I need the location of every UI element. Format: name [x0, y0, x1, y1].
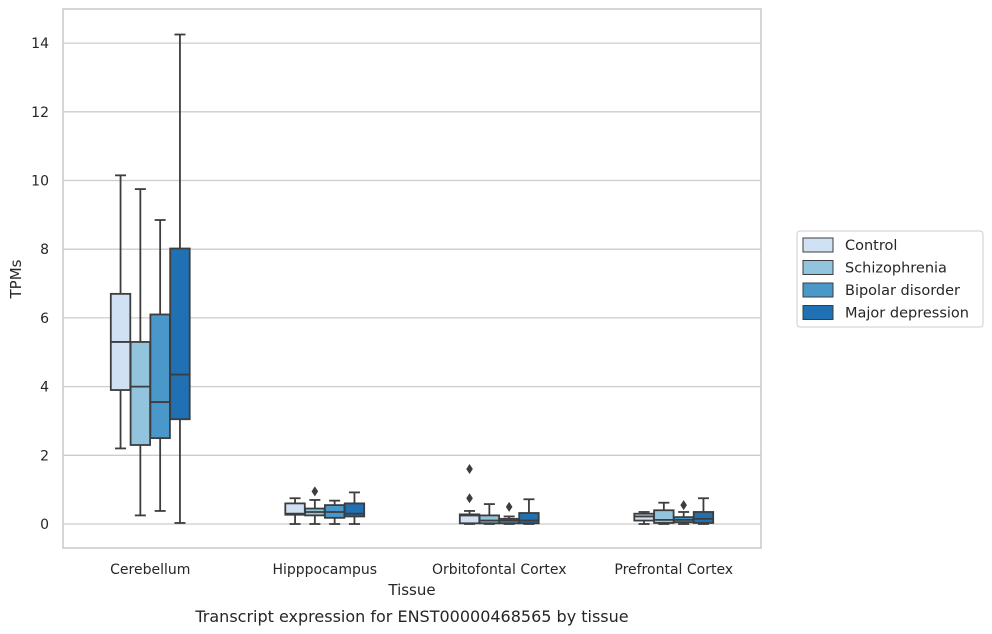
- box-1-1: [304, 486, 326, 525]
- box-0-2: [149, 219, 171, 512]
- box-iqr: [692, 511, 715, 524]
- outlier-point: [466, 493, 473, 504]
- box-2-2: [498, 501, 520, 525]
- y-axis-label: TPMs: [7, 259, 25, 299]
- box-3-2: [673, 500, 695, 525]
- box-iqr: [149, 313, 171, 440]
- box-3-0: [633, 511, 655, 525]
- box-2-1: [478, 503, 501, 525]
- legend-label: Bipolar disorder: [845, 283, 960, 299]
- plot-frame: [62, 8, 762, 549]
- box-0-3: [169, 33, 191, 524]
- x-axis-ticks: Cerebellum Hipppocampus Orbitofontal Corte…: [110, 562, 733, 578]
- y-tick-label: 10: [31, 174, 49, 190]
- outlier-point: [466, 464, 473, 475]
- legend-label: Schizophrenia: [845, 261, 947, 277]
- gridlines: [63, 42, 761, 525]
- box-0-1: [129, 188, 152, 517]
- box-iqr: [478, 514, 501, 525]
- box-1-2: [323, 499, 346, 525]
- outlier-point: [680, 500, 687, 511]
- x-tick-label: Cerebellum: [110, 562, 190, 578]
- box-2-3: [518, 498, 540, 525]
- box-3-3: [692, 497, 715, 525]
- box-iqr: [169, 247, 191, 421]
- x-tick-label: Prefrontal Cortex: [614, 562, 733, 578]
- box-1-3: [343, 491, 366, 525]
- y-tick-label: 6: [40, 311, 49, 327]
- box-0-0: [109, 174, 132, 450]
- boxes: [109, 33, 715, 525]
- y-axis-ticks: 0 2 4 6 8 10 12 14: [31, 36, 49, 533]
- legend-swatch: [802, 282, 834, 298]
- chart-caption: Transcript expression for ENST0000046856…: [194, 607, 628, 626]
- legend-swatch: [802, 260, 834, 275]
- box-3-1: [653, 501, 675, 525]
- x-tick-label: Hipppocampus: [272, 562, 377, 578]
- legend: Control Schizophrenia Bipolar disorder Majo…: [796, 230, 984, 328]
- outlier-point: [311, 486, 319, 497]
- x-tick-label: Orbitofontal Cortex: [432, 562, 567, 578]
- legend-frame: [796, 230, 984, 328]
- box-iqr: [518, 512, 540, 525]
- legend-swatch: [802, 237, 834, 253]
- y-tick-label: 4: [40, 380, 49, 396]
- x-axis-label: Tissue: [387, 581, 435, 599]
- legend-swatch: [802, 305, 834, 320]
- box-iqr: [653, 509, 675, 524]
- outlier-point: [505, 501, 513, 512]
- box-iqr: [129, 341, 152, 446]
- legend-label: Control: [845, 238, 897, 254]
- legend-label: Major depression: [845, 306, 969, 322]
- y-tick-label: 14: [31, 36, 49, 52]
- y-tick-label: 8: [40, 242, 49, 258]
- y-tick-label: 2: [40, 448, 49, 464]
- y-tick-label: 12: [31, 105, 49, 121]
- box-1-0: [284, 497, 306, 525]
- y-tick-label: 0: [40, 517, 49, 533]
- box-2-0: [458, 464, 481, 525]
